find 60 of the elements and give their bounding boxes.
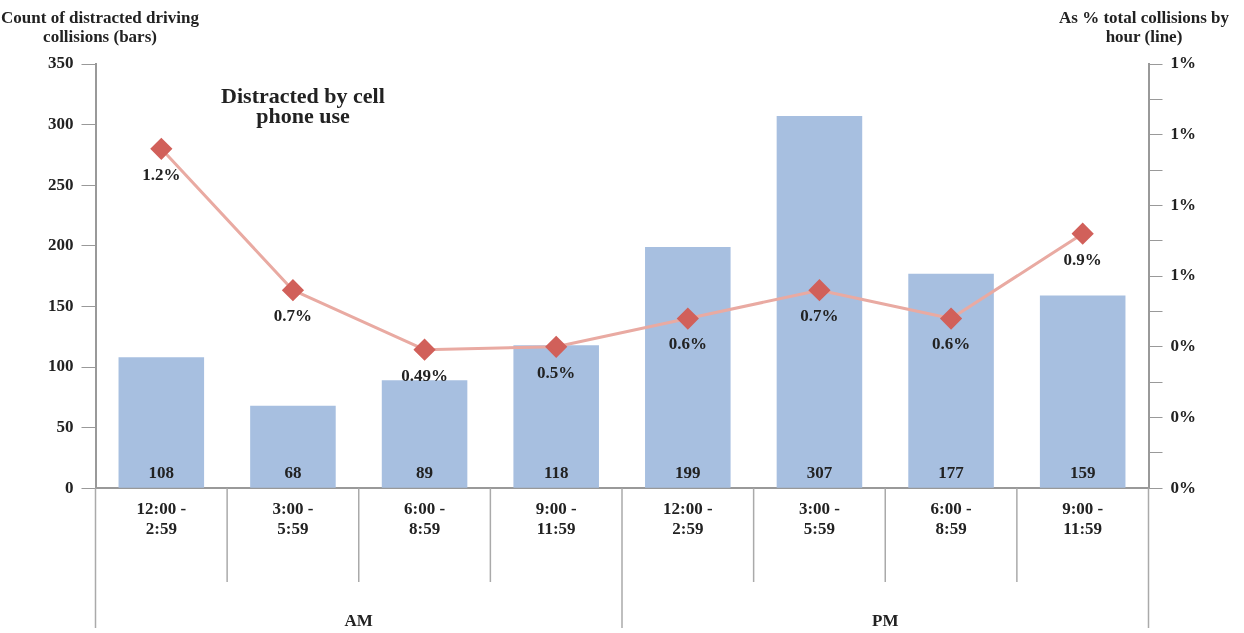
point <box>940 308 962 330</box>
y-tick-label: 300 <box>48 113 74 133</box>
text: Distracted by cell phone use <box>221 82 385 128</box>
y-tick-label: 200 <box>48 235 74 255</box>
y-tick-label: 100 <box>48 356 74 376</box>
x-tick-label: 6:00 - 8:59 <box>930 498 972 539</box>
data-label: 0.9% <box>1063 249 1102 269</box>
point <box>1072 223 1094 245</box>
data-label: 89 <box>416 463 434 483</box>
y-axis-title: Count of distracted driving collisions (bars) <box>0 8 200 46</box>
bar <box>1039 295 1126 488</box>
data-label: 0.7% <box>800 306 839 326</box>
data-label: 0.5% <box>537 362 576 382</box>
x-tick-label: 12:00 - 2:59 <box>136 498 187 539</box>
data-label: 0.49% <box>401 365 448 385</box>
bar <box>645 247 731 488</box>
data-label: 0.6% <box>931 334 971 354</box>
x-tick-label: 6:00 - 8:59 <box>404 498 446 539</box>
data-label: 0.7% <box>273 306 313 326</box>
x-tick-label: 9:00 - 11:59 <box>1062 498 1104 539</box>
data-label: 1.2% <box>142 164 181 184</box>
y2-axis-title: As % total collisions by hour (line) <box>1058 8 1230 46</box>
y2-tick-label: 1% <box>1170 194 1196 214</box>
text: PM <box>872 610 899 630</box>
data-label: 177 <box>938 463 965 483</box>
x-tick-label: 3:00 - 5:59 <box>272 498 314 539</box>
bar <box>908 273 994 488</box>
data-label: 159 <box>1069 463 1096 483</box>
bar <box>776 116 863 488</box>
data-label: 199 <box>675 463 701 483</box>
point <box>282 279 304 301</box>
bar <box>381 380 468 488</box>
x-tick-label: 3:00 - 5:59 <box>798 498 841 539</box>
y2-tick-label: 1% <box>1170 124 1196 144</box>
data-label: 118 <box>543 463 569 483</box>
y-tick-label: 50 <box>56 416 74 436</box>
y2-tick-label: 0% <box>1170 406 1196 426</box>
point <box>150 138 172 160</box>
point <box>545 336 567 358</box>
data-label: 0.6% <box>668 334 707 354</box>
y2-tick-label: 1% <box>1170 265 1196 285</box>
y2-tick-label: 0% <box>1170 477 1196 497</box>
data-label: 307 <box>806 463 833 483</box>
point <box>414 339 436 361</box>
text: AM <box>344 610 373 630</box>
point <box>808 279 830 301</box>
point <box>677 308 699 330</box>
y2-tick-label: 0% <box>1170 336 1196 356</box>
y-tick-label: 250 <box>48 174 74 194</box>
bar <box>250 405 336 488</box>
x-tick-label: 9:00 - 11:59 <box>535 498 578 539</box>
bar <box>118 357 205 488</box>
data-label: 108 <box>148 463 175 483</box>
x-tick-label: 12:00 - 2:59 <box>663 498 713 539</box>
y2-tick-label: 1% <box>1170 53 1196 73</box>
data-label: 68 <box>284 463 302 483</box>
bar <box>513 345 599 488</box>
y-tick-label: 0 <box>65 477 74 497</box>
y-tick-label: 150 <box>48 295 74 315</box>
y-tick-label: 350 <box>48 53 74 73</box>
